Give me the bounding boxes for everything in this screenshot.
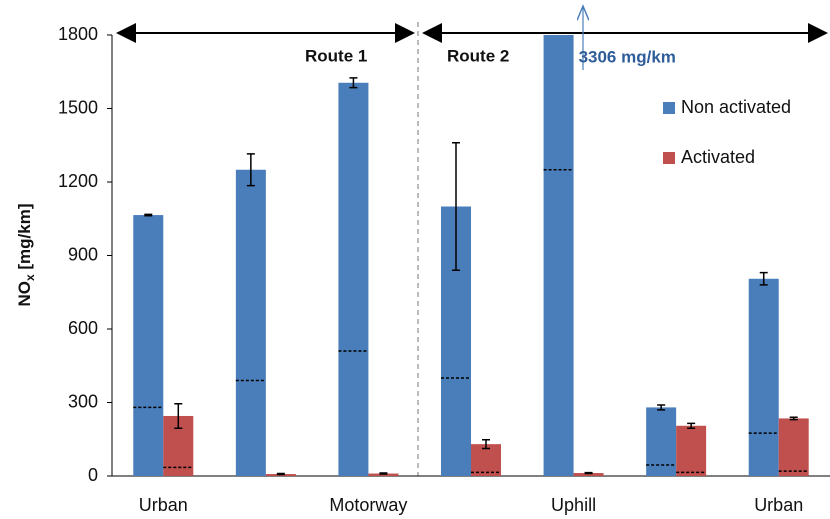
- bar: [471, 444, 501, 476]
- error-bar: [789, 416, 798, 421]
- legend-swatch: [663, 102, 675, 114]
- error-bar: [482, 438, 490, 450]
- bar: [748, 278, 779, 476]
- y-tick-label: 0: [88, 465, 98, 485]
- legend-label: Activated: [681, 147, 755, 167]
- bar: [338, 82, 369, 476]
- bar: [778, 418, 809, 476]
- legend-swatch: [663, 152, 675, 164]
- y-tick-label: 600: [68, 318, 98, 338]
- error-bar: [584, 471, 593, 475]
- error-bar: [687, 422, 696, 429]
- error-bar: [246, 153, 255, 187]
- bar: [543, 35, 574, 476]
- y-tick-label: 1200: [58, 171, 98, 191]
- y-axis-title: NOx [mg/km]: [15, 203, 37, 306]
- bar: [676, 425, 707, 476]
- bar: [133, 215, 164, 476]
- plot-area: [133, 35, 809, 476]
- value-label: 3306 mg/km: [579, 47, 676, 66]
- error-bar: [452, 142, 460, 271]
- bar: [573, 473, 604, 476]
- route-label: Route 2: [447, 46, 509, 65]
- y-axis-title-part: [mg/km]: [15, 203, 34, 274]
- x-tick-label: Urban: [139, 495, 188, 515]
- y-axis-title-part: NO: [15, 281, 34, 307]
- y-tick-label: 300: [68, 391, 98, 411]
- error-bar: [759, 271, 768, 286]
- y-axis-title-part: x: [23, 274, 37, 281]
- error-bar: [174, 402, 183, 429]
- error-bar: [379, 472, 388, 475]
- y-tick-label: 900: [68, 244, 98, 264]
- bar: [235, 169, 266, 476]
- error-bar: [144, 213, 153, 217]
- legend-label: Non activated: [681, 97, 791, 117]
- x-tick-label: Urban: [754, 495, 803, 515]
- x-tick-label: Uphill: [551, 495, 596, 515]
- error-bar: [349, 77, 358, 89]
- y-tick-label: 1500: [58, 97, 98, 117]
- route-label: Route 1: [305, 46, 367, 65]
- y-tick-label: 1800: [58, 24, 98, 44]
- error-bar: [657, 404, 666, 411]
- x-tick-label: Motorway: [329, 495, 407, 515]
- error-bar: [276, 472, 285, 476]
